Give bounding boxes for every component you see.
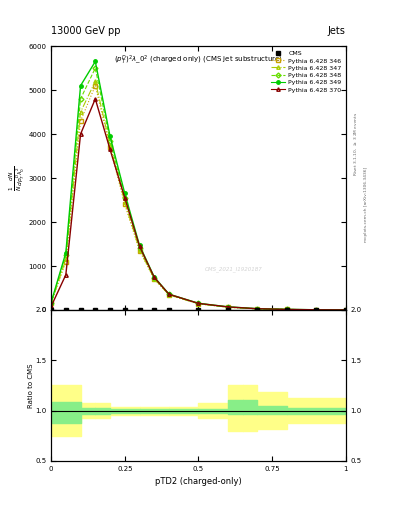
- Text: mcplots.cern.ch [arXiv:1306.3436]: mcplots.cern.ch [arXiv:1306.3436]: [364, 167, 367, 242]
- Legend: CMS, Pythia 6.428 346, Pythia 6.428 347, Pythia 6.428 348, Pythia 6.428 349, Pyt: CMS, Pythia 6.428 346, Pythia 6.428 347,…: [270, 49, 343, 94]
- Y-axis label: $\frac{1}{N}\frac{dN}{dp_T^D\lambda_0^2}$: $\frac{1}{N}\frac{dN}{dp_T^D\lambda_0^2}…: [8, 165, 27, 190]
- Y-axis label: Ratio to CMS: Ratio to CMS: [28, 363, 33, 408]
- Text: Jets: Jets: [328, 26, 346, 36]
- Text: $(p_T^D)^2\lambda\_0^2$ (charged only) (CMS jet substructure): $(p_T^D)^2\lambda\_0^2$ (charged only) (…: [114, 54, 283, 67]
- Text: CMS_2021_I1920187: CMS_2021_I1920187: [204, 266, 262, 272]
- Text: 13000 GeV pp: 13000 GeV pp: [51, 26, 121, 36]
- X-axis label: pTD2 (charged-only): pTD2 (charged-only): [155, 477, 242, 486]
- Text: Rivet 3.1.10, $\geq$ 3.2M events: Rivet 3.1.10, $\geq$ 3.2M events: [352, 111, 359, 176]
